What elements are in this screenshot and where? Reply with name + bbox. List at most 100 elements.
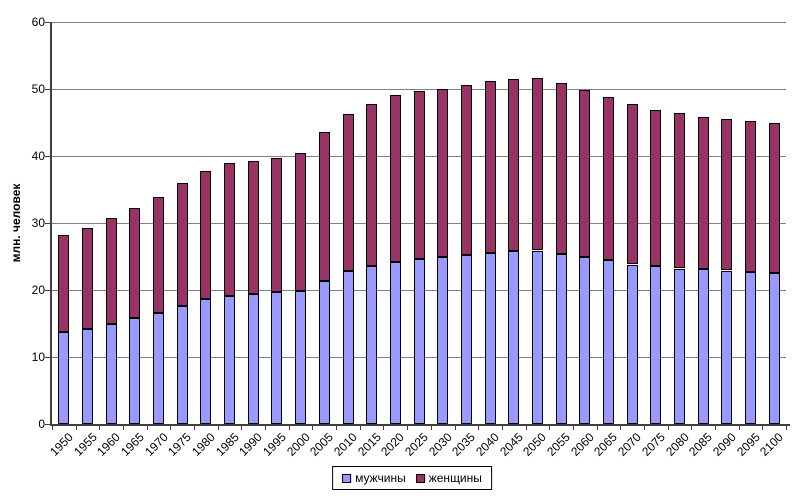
x-tick-mark xyxy=(52,426,53,430)
bar-segment-women xyxy=(200,170,212,299)
bar-segment-women xyxy=(484,81,496,253)
x-tick-mark xyxy=(265,426,266,430)
x-tick-mark xyxy=(597,426,598,430)
x-tick-mark xyxy=(668,426,669,430)
bar-segment-women xyxy=(768,122,780,273)
x-tick-mark xyxy=(691,426,692,430)
x-tick-mark xyxy=(218,426,219,430)
x-tick-mark xyxy=(99,426,100,430)
y-tick-mark xyxy=(45,22,51,23)
bar-segment-men xyxy=(176,306,188,424)
x-tick-mark xyxy=(76,426,77,430)
bar-segment-men xyxy=(413,258,425,424)
legend-swatch-women xyxy=(415,473,425,483)
x-tick-mark xyxy=(786,426,787,430)
x-tick-mark xyxy=(739,426,740,430)
bar-segment-women xyxy=(58,235,70,333)
legend-item: мужчины xyxy=(342,471,406,485)
bar-segment-women xyxy=(460,85,472,256)
legend-swatch-men xyxy=(342,473,352,483)
y-tick-mark xyxy=(45,89,51,90)
x-tick-mark xyxy=(383,426,384,430)
bar-segment-women xyxy=(626,103,638,265)
x-tick-mark xyxy=(170,426,171,430)
bar-segment-men xyxy=(318,280,330,424)
x-tick-mark xyxy=(147,426,148,430)
bar-segment-women xyxy=(697,116,709,270)
bar-segment-men xyxy=(366,265,378,424)
x-tick-mark xyxy=(289,426,290,430)
bar-segment-men xyxy=(200,298,212,424)
bar-segment-women xyxy=(105,217,117,325)
y-tick-label: 50 xyxy=(31,82,45,96)
bar-segment-women xyxy=(650,109,662,266)
bar-segment-men xyxy=(437,257,449,424)
x-tick-mark xyxy=(360,426,361,430)
y-tick-mark xyxy=(45,290,51,291)
x-tick-mark xyxy=(620,426,621,430)
x-axis-line xyxy=(50,424,790,426)
x-tick-mark xyxy=(194,426,195,430)
bar-segment-men xyxy=(82,328,93,424)
gridline xyxy=(52,22,786,23)
gridline xyxy=(52,89,786,90)
y-tick-mark xyxy=(45,156,51,157)
x-tick-mark xyxy=(502,426,503,430)
y-tick-mark xyxy=(45,357,51,358)
bar-segment-women xyxy=(674,113,685,269)
bar-segment-women xyxy=(295,153,307,291)
x-tick-mark xyxy=(241,426,242,430)
bar-segment-men xyxy=(579,257,591,424)
bar-segment-women xyxy=(82,227,93,329)
bar-segment-women xyxy=(437,89,449,258)
x-tick-mark xyxy=(455,426,456,430)
bar-segment-men xyxy=(531,250,543,424)
bar-segment-women xyxy=(413,91,425,259)
bar-segment-women xyxy=(176,182,188,307)
y-tick-label: 0 xyxy=(38,417,45,431)
bar-segment-women xyxy=(721,119,733,271)
bar-segment-men xyxy=(745,271,756,424)
legend-label: мужчины xyxy=(355,471,406,485)
y-tick-label: 30 xyxy=(31,216,45,230)
y-tick-mark xyxy=(45,424,51,425)
bar-segment-women xyxy=(366,104,378,266)
x-tick-mark xyxy=(478,426,479,430)
x-tick-mark xyxy=(762,426,763,430)
y-tick-mark xyxy=(45,223,51,224)
x-tick-mark xyxy=(526,426,527,430)
bar-segment-women xyxy=(318,131,330,281)
bar-segment-women xyxy=(745,121,756,272)
bar-segment-men xyxy=(697,269,709,424)
x-tick-mark xyxy=(644,426,645,430)
bar-segment-men xyxy=(58,332,70,424)
bar-segment-men xyxy=(484,252,496,424)
bar-segment-women xyxy=(224,163,236,297)
bar-segment-women xyxy=(247,161,259,295)
x-tick-mark xyxy=(573,426,574,430)
bar-segment-women xyxy=(508,78,520,252)
bar-segment-women xyxy=(129,207,141,319)
bar-segment-men xyxy=(650,265,662,424)
bar-segment-men xyxy=(342,270,354,424)
bar-segment-men xyxy=(674,268,685,424)
y-axis-line xyxy=(50,22,52,426)
bar-segment-men xyxy=(295,290,307,424)
y-tick-label: 10 xyxy=(31,350,45,364)
x-tick-mark xyxy=(407,426,408,430)
x-tick-mark xyxy=(431,426,432,430)
y-tick-label: 20 xyxy=(31,283,45,297)
bar-segment-men xyxy=(153,312,164,424)
x-tick-mark xyxy=(549,426,550,430)
bar-segment-women xyxy=(602,97,614,260)
bar-segment-men xyxy=(626,264,638,424)
bar-segment-women xyxy=(531,78,543,251)
legend: мужчины женщины xyxy=(332,466,492,490)
x-tick-mark xyxy=(336,426,337,430)
bar-segment-women xyxy=(389,95,401,262)
y-tick-label: 60 xyxy=(31,15,45,29)
bar-segment-men xyxy=(105,324,117,424)
x-tick-mark xyxy=(715,426,716,430)
x-tick-mark xyxy=(123,426,124,430)
